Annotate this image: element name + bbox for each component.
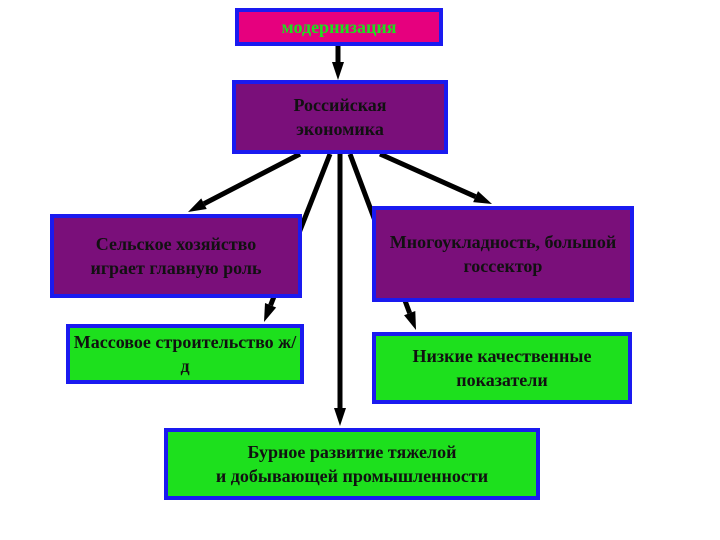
node-label-line2: показатели — [456, 368, 548, 392]
node-railroads: Массовое строительство ж/д — [66, 324, 304, 384]
node-label-line2: играет главную роль — [91, 256, 262, 280]
node-label-line1: Массовое строительство ж/д — [70, 330, 300, 379]
node-multistructure: Многоукладность, большой госсектор — [372, 206, 634, 302]
node-agriculture: Сельское хозяйство играет главную роль — [50, 214, 302, 298]
node-label-line1: Бурное развитие тяжелой — [248, 440, 457, 464]
node-label-line1: Низкие качественные — [413, 344, 592, 368]
node-low-quality: Низкие качественные показатели — [372, 332, 632, 404]
node-label-line1: Российская — [293, 93, 386, 117]
node-heavy-industry: Бурное развитие тяжелой и добывающей про… — [164, 428, 540, 500]
node-label-line1: Сельское хозяйство — [96, 232, 257, 256]
node-label-line1: Многоукладность, большой — [390, 230, 616, 254]
node-label: модернизация — [281, 15, 396, 39]
node-russian-economy: Российская экономика — [232, 80, 448, 154]
node-label-line2: экономика — [296, 117, 384, 141]
node-label-line2: госсектор — [464, 254, 543, 278]
node-modernization: модернизация — [235, 8, 443, 46]
node-label-line2: и добывающей промышленности — [216, 464, 488, 488]
